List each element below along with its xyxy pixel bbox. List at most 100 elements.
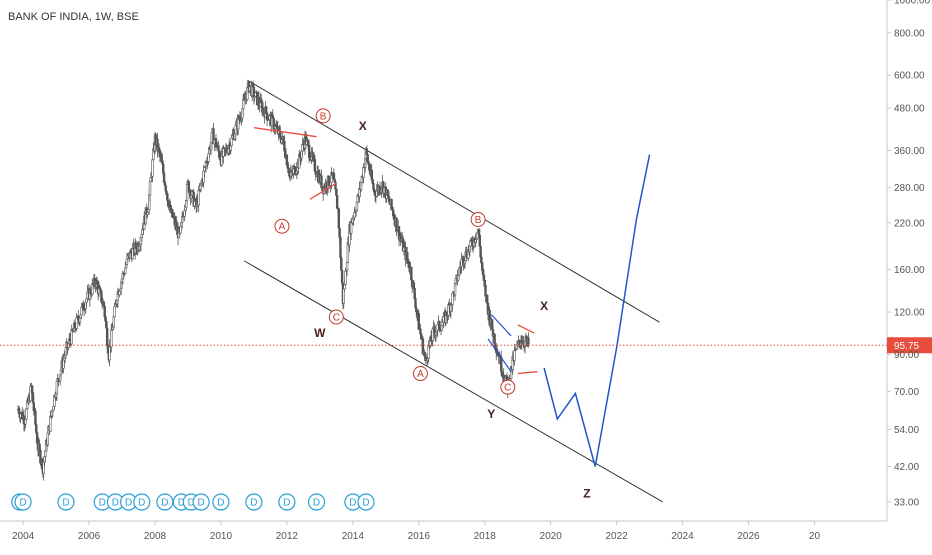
wave-label-circle <box>412 366 428 382</box>
wave-label-circle <box>274 218 290 234</box>
candle-body <box>30 385 34 393</box>
y-tick-label: 90.00 <box>894 350 919 361</box>
projection-path <box>543 154 651 467</box>
y-tick-label: 600.00 <box>894 71 925 82</box>
chart-title: BANK OF INDIA, 1W, BSE <box>8 11 139 23</box>
wave-label: A <box>279 222 286 233</box>
candle-body <box>113 306 116 318</box>
wave-label-circle <box>500 379 516 395</box>
x-tick-label: 20 <box>809 531 821 542</box>
candle-body <box>484 284 487 297</box>
wave-label: B <box>320 111 327 122</box>
dividend-label: D <box>19 498 26 509</box>
pattern-line <box>517 324 535 334</box>
dividend-label: D <box>125 498 132 509</box>
x-tick-label: 2006 <box>78 531 101 542</box>
candle-body <box>151 159 154 177</box>
wave-label-circle <box>470 212 486 228</box>
dividend-marker <box>357 493 375 511</box>
x-tick-label: 2004 <box>12 531 35 542</box>
y-tick-label: 800.00 <box>894 28 925 39</box>
dividend-label: D <box>349 498 356 509</box>
dividend-label: D <box>112 498 119 509</box>
candle-body <box>110 329 113 348</box>
dividend-label: D <box>178 498 185 509</box>
wave-label-circle <box>328 309 344 325</box>
candle-body <box>335 195 339 209</box>
x-tick-label: 2020 <box>540 531 563 542</box>
x-tick-label: 2016 <box>408 531 431 542</box>
candle-body <box>164 185 167 192</box>
candle-body <box>179 225 182 234</box>
dividend-label: D <box>188 498 195 509</box>
candle-body <box>197 189 200 206</box>
dividend-label: D <box>138 498 145 509</box>
candle-body <box>148 181 152 196</box>
candle-body <box>230 137 233 147</box>
candle-body <box>513 350 516 361</box>
pattern-line <box>309 182 337 200</box>
channel-line-lower <box>243 260 664 503</box>
wave-label: Y <box>487 407 495 421</box>
wave-label: B <box>475 215 482 226</box>
last-price-label: 95.75 <box>894 341 919 352</box>
y-tick-label: 70.00 <box>894 387 919 398</box>
wave-label: W <box>314 326 326 340</box>
pattern-line <box>253 127 317 138</box>
candle-body <box>44 450 47 457</box>
dividend-marker <box>307 493 326 511</box>
x-tick-label: 2008 <box>144 531 167 542</box>
dividend-label: D <box>99 498 106 509</box>
dividend-marker <box>192 493 210 511</box>
y-tick-label: 280.00 <box>894 183 925 194</box>
y-tick-label: 360.00 <box>894 146 925 157</box>
wave-label: Z <box>583 486 590 500</box>
candle-body <box>345 262 349 271</box>
y-tick-label: 480.00 <box>894 104 925 115</box>
dividend-marker <box>57 493 75 511</box>
dividend-label: D <box>362 498 369 509</box>
x-tick-label: 2014 <box>342 531 365 542</box>
dividend-marker <box>212 493 230 511</box>
wave-label: X <box>359 119 367 133</box>
candle-body <box>440 324 444 331</box>
candle-body <box>527 337 530 345</box>
wedge-line <box>487 338 512 373</box>
wave-label: X <box>540 299 548 313</box>
x-tick-label: 2012 <box>276 531 299 542</box>
y-tick-label: 220.00 <box>894 218 925 229</box>
dividend-marker <box>245 493 263 511</box>
candle-body <box>78 317 82 323</box>
candle-body <box>49 416 52 432</box>
wave-label: A <box>417 369 424 380</box>
candle-body <box>390 199 393 208</box>
candle-body <box>362 166 365 178</box>
candle-body <box>162 172 166 183</box>
dividend-label: D <box>283 498 290 509</box>
y-tick-label: 1000.00 <box>894 0 931 7</box>
last-price-tag <box>887 337 932 354</box>
dividend-label: D <box>198 498 205 509</box>
dividend-marker <box>278 493 296 511</box>
x-tick-label: 2022 <box>605 531 628 542</box>
y-tick-label: 33.00 <box>894 497 919 508</box>
x-tick-label: 2024 <box>671 531 694 542</box>
y-tick-label: 42.00 <box>894 462 919 473</box>
x-tick-label: 2026 <box>737 531 760 542</box>
wave-label-circle <box>315 108 331 124</box>
candle-body <box>265 106 268 115</box>
candle-body <box>339 237 342 259</box>
wave-label: C <box>504 383 511 394</box>
candle-body <box>344 270 347 285</box>
wave-label: C <box>333 312 340 323</box>
dividend-marker <box>14 493 32 511</box>
dividend-label: D <box>250 498 257 509</box>
candle-body <box>46 432 50 446</box>
channel-line-upper <box>247 79 660 323</box>
wedge-line <box>490 314 512 337</box>
candle-body <box>112 316 115 328</box>
y-tick-label: 54.00 <box>894 425 919 436</box>
y-tick-label: 160.00 <box>894 265 925 276</box>
x-tick-label: 2018 <box>474 531 497 542</box>
